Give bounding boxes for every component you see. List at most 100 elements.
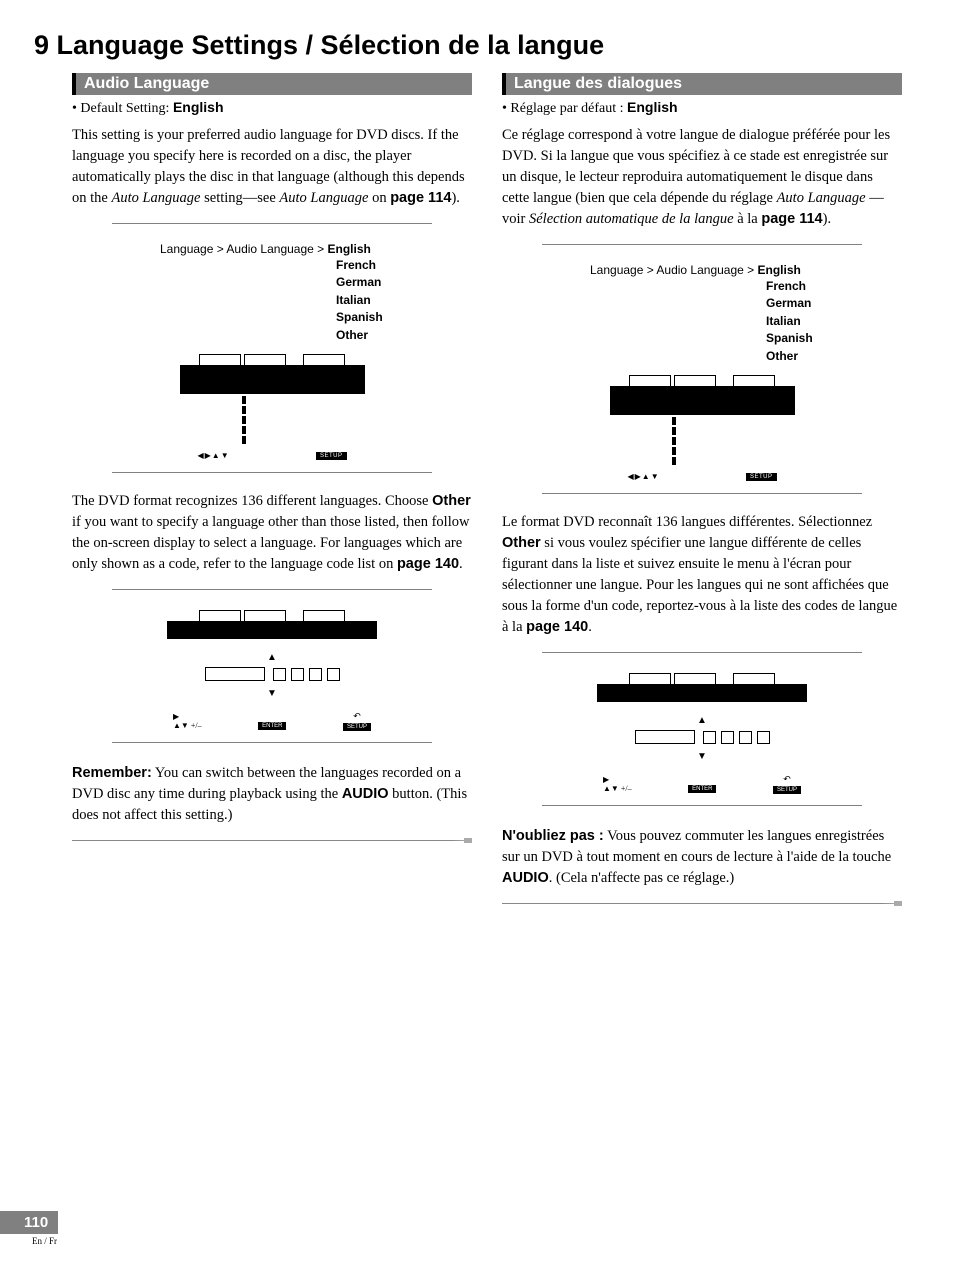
tab xyxy=(733,375,775,386)
code-slot xyxy=(635,730,695,744)
tab xyxy=(674,375,716,386)
row-tick xyxy=(242,426,246,434)
enter-badge: ENTER xyxy=(688,785,716,793)
highlight-bar xyxy=(610,386,795,408)
menu-graphic: ◀▶▲▼ SETUP xyxy=(610,375,795,481)
text: ). xyxy=(451,190,459,206)
diagram-footer: ◀▶▲▼ SETUP xyxy=(610,472,795,481)
bold-other: Other xyxy=(432,493,471,509)
tab xyxy=(199,610,241,621)
page-ref: page 114 xyxy=(761,211,822,227)
default-value: English xyxy=(627,99,678,115)
menu-breadcrumb: Language > Audio Language > English xyxy=(542,263,862,277)
code-row xyxy=(167,667,377,681)
code-row xyxy=(597,730,807,744)
return-icon: ↶ xyxy=(783,774,791,784)
play-nav-icon: ▶▲▼ +/– xyxy=(603,775,632,793)
menu-option: French xyxy=(336,257,432,274)
default-setting-fr: • Réglage par défaut : English xyxy=(502,99,902,117)
default-prefix: • Default Setting: xyxy=(72,101,173,116)
tab xyxy=(733,673,775,684)
enter-badge: ENTER xyxy=(258,722,286,730)
return-setup-group: ↶ SETUP xyxy=(343,711,371,730)
tab xyxy=(303,354,345,365)
tabs-row xyxy=(610,375,795,386)
menu-options: French German Italian Spanish Other xyxy=(112,257,432,344)
audio-button-ref: AUDIO xyxy=(502,870,549,886)
text: . xyxy=(459,556,463,572)
page-title: 9 Language Settings / Sélection de la la… xyxy=(0,0,954,73)
text: ). xyxy=(823,211,831,227)
setup-badge: SETUP xyxy=(746,473,777,481)
default-prefix: • Réglage par défaut : xyxy=(502,101,627,116)
intro-para-en: This setting is your preferred audio lan… xyxy=(72,125,472,209)
code-diagram-fr: ▲ ▼ ▶▲▼ +/– ENTER ↶ SETUP xyxy=(542,652,862,806)
menu-option: French xyxy=(766,278,862,295)
page-ref: page 114 xyxy=(390,190,451,206)
row-highlight xyxy=(610,408,795,415)
menu-option: German xyxy=(766,295,862,312)
menu-option: Italian xyxy=(766,313,862,330)
page-ref: page 140 xyxy=(397,556,459,572)
row-tick xyxy=(672,447,676,455)
digit-box xyxy=(309,668,322,681)
other-para-fr: Le format DVD reconnaît 136 langues diff… xyxy=(502,512,902,638)
breadcrumb-path: Language > Audio Language > xyxy=(160,242,328,256)
menu-option: Other xyxy=(766,348,862,365)
tab xyxy=(303,610,345,621)
menu-option: German xyxy=(336,274,432,291)
digit-box xyxy=(739,731,752,744)
intro-para-fr: Ce réglage correspond à votre langue de … xyxy=(502,125,902,230)
digit-boxes xyxy=(273,668,340,681)
text-italic: Sélection automatique de la langue xyxy=(529,211,734,227)
nav-arrows-icon: ◀▶▲▼ xyxy=(628,472,660,481)
row-tick xyxy=(242,396,246,404)
row-tick xyxy=(242,436,246,444)
section-rule xyxy=(72,840,472,841)
down-arrow-icon: ▼ xyxy=(597,746,807,764)
page-number: 110 xyxy=(0,1211,58,1234)
row-tick xyxy=(242,416,246,424)
up-arrow-icon: ▲ xyxy=(597,710,807,728)
digit-box xyxy=(273,668,286,681)
breadcrumb-path: Language > Audio Language > xyxy=(590,263,758,277)
diagram-footer: ◀▶▲▼ SETUP xyxy=(180,451,365,460)
row-tick xyxy=(672,427,676,435)
setup-badge: SETUP xyxy=(343,723,371,731)
text: setting—see xyxy=(200,190,279,206)
down-arrow-icon: ▼ xyxy=(167,683,377,701)
section-rule xyxy=(502,903,902,904)
tabs-row xyxy=(167,610,377,621)
tab xyxy=(629,375,671,386)
remember-para-fr: N'oubliez pas : Vous pouvez commuter les… xyxy=(502,826,902,889)
section-header-fr: Langue des dialogues xyxy=(502,73,902,95)
up-arrow-icon: ▲ xyxy=(167,647,377,665)
footer-lang-label: En / Fr xyxy=(0,1236,58,1246)
content-columns: Audio Language • Default Setting: Englis… xyxy=(0,73,954,924)
menu-diagram-fr: Language > Audio Language > English Fren… xyxy=(542,244,862,494)
row-tick xyxy=(672,417,676,425)
text: Le format DVD reconnaît 136 langues diff… xyxy=(502,514,872,530)
remember-label: Remember: xyxy=(72,765,152,781)
play-nav-icon: ▶▲▼ +/– xyxy=(173,712,202,730)
other-para-en: The DVD format recognizes 136 different … xyxy=(72,491,472,575)
text-italic: Auto Language xyxy=(111,190,200,206)
section-header-en: Audio Language xyxy=(72,73,472,95)
audio-button-ref: AUDIO xyxy=(342,786,389,802)
menu-options: French German Italian Spanish Other xyxy=(542,278,862,365)
tab xyxy=(199,354,241,365)
digit-boxes xyxy=(703,731,770,744)
text: on xyxy=(368,190,390,206)
return-setup-group: ↶ SETUP xyxy=(773,774,801,793)
digit-box xyxy=(757,731,770,744)
bold-other: Other xyxy=(502,535,541,551)
breadcrumb-selected: English xyxy=(758,263,801,277)
nav-arrows-icon: ◀▶▲▼ xyxy=(198,451,230,460)
remember-label: N'oubliez pas : xyxy=(502,828,604,844)
breadcrumb-selected: English xyxy=(328,242,371,256)
menu-breadcrumb: Language > Audio Language > English xyxy=(112,242,432,256)
tabs-row xyxy=(180,354,365,365)
setup-badge: SETUP xyxy=(316,452,347,460)
highlight-bar xyxy=(167,621,377,639)
option-rows xyxy=(610,408,795,466)
